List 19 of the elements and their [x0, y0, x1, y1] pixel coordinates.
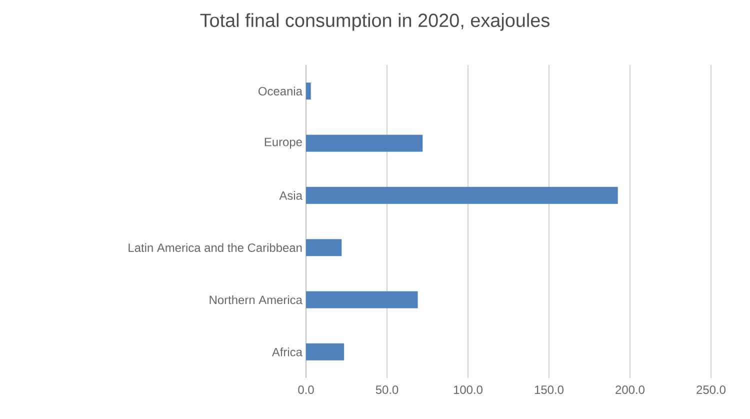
bar — [306, 239, 342, 256]
y-tick-label: Asia — [279, 191, 302, 200]
y-tick-label: Latin America and the Caribbean — [128, 243, 302, 252]
x-tick-label: 100.0 — [454, 386, 482, 394]
bar — [306, 291, 418, 308]
y-tick-label: Africa — [272, 348, 302, 356]
bar — [306, 82, 311, 100]
x-tick-label: 250.0 — [696, 386, 726, 394]
bar — [306, 186, 618, 204]
y-tick-label: Oceania — [258, 86, 302, 96]
y-tick-label: Northern America — [210, 295, 302, 304]
chart-title: Total final consumption in 2020, exajoules — [200, 13, 550, 31]
x-tick-label: 50.0 — [376, 386, 398, 394]
bar — [306, 343, 344, 360]
bar — [306, 134, 423, 152]
x-tick-label: 150.0 — [534, 386, 564, 394]
x-tick-label: 200.0 — [616, 386, 644, 394]
x-tick-label: 0.0 — [298, 386, 314, 394]
y-tick-label: Europe — [264, 138, 302, 149]
